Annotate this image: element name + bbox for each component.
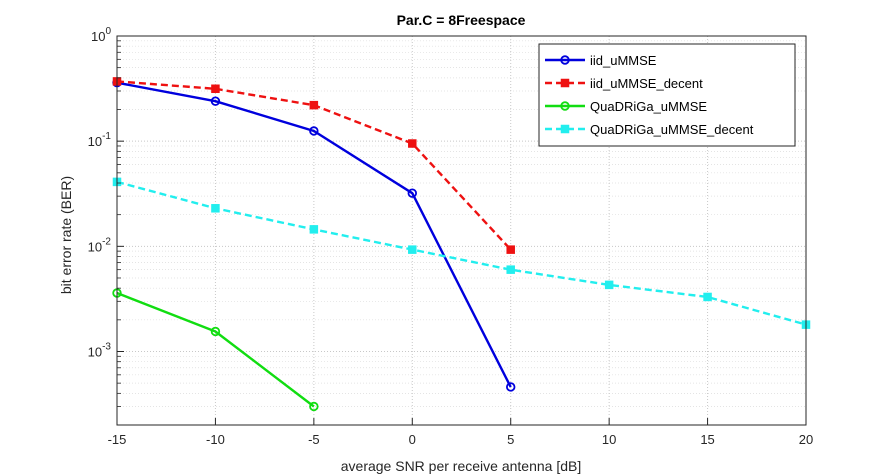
data-point: [506, 265, 515, 274]
x-tick-label: 20: [799, 432, 813, 447]
data-point: [211, 204, 220, 213]
data-point: [210, 326, 221, 337]
x-axis-label: average SNR per receive antenna [dB]: [341, 458, 581, 474]
y-axis-label: bit error rate (BER): [58, 176, 74, 294]
x-tick-label: -10: [206, 432, 225, 447]
series-line: [116, 291, 315, 408]
data-point: [560, 78, 570, 88]
data-point: [309, 401, 319, 412]
legend-entry: QuaDRiGa_uMMSE: [545, 99, 707, 114]
legend-label: QuaDRiGa_uMMSE_decent: [590, 122, 754, 137]
series-iid_uMMSE: [112, 77, 516, 392]
chart-title: Par.C = 8Freespace: [397, 12, 526, 28]
legend: iid_uMMSE iid_uMMSE_decent QuaDRiGa_uMMSE Q…: [538, 43, 796, 147]
data-point: [604, 280, 614, 290]
y-tick-label: 10-3: [88, 341, 112, 359]
series-line: [116, 81, 512, 388]
data-point: [560, 124, 570, 134]
legend-entry: iid_uMMSE: [545, 53, 657, 68]
x-tick-label: 10: [602, 432, 616, 447]
data-point: [408, 139, 417, 148]
x-tick-label: 0: [409, 432, 416, 447]
data-point: [211, 84, 220, 94]
legend-entry: iid_uMMSE_decent: [545, 76, 703, 91]
x-tick-label: 5: [507, 432, 514, 447]
legend-label: QuaDRiGa_uMMSE: [590, 99, 707, 114]
data-point: [560, 101, 570, 111]
data-point: [408, 245, 417, 254]
data-point: [407, 188, 417, 198]
axes-box: [116, 35, 807, 426]
data-point: [309, 126, 319, 136]
data-point: [210, 96, 221, 106]
data-point: [309, 225, 319, 234]
x-tick-label: -15: [108, 432, 127, 447]
y-tick-label: 100: [91, 26, 111, 44]
series-layer: [112, 77, 811, 412]
series-line: [116, 180, 807, 326]
ticks: 10-3 10-2 10-1 100 -15 -10 -5 0 5 10 15 20: [88, 26, 814, 447]
data-point: [506, 245, 515, 254]
data-point: [703, 292, 712, 302]
data-point: [506, 382, 516, 392]
legend-entry: QuaDRiGa_uMMSE_decent: [545, 122, 754, 137]
x-tick-label: -5: [308, 432, 320, 447]
y-tick-label: 10-2: [88, 236, 112, 254]
data-point: [560, 55, 570, 65]
legend-label: iid_uMMSE_decent: [590, 76, 703, 91]
legend-label: iid_uMMSE: [590, 53, 657, 68]
y-tick-label: 10-1: [88, 131, 112, 149]
x-tick-label: 15: [700, 432, 714, 447]
data-point: [309, 100, 319, 110]
